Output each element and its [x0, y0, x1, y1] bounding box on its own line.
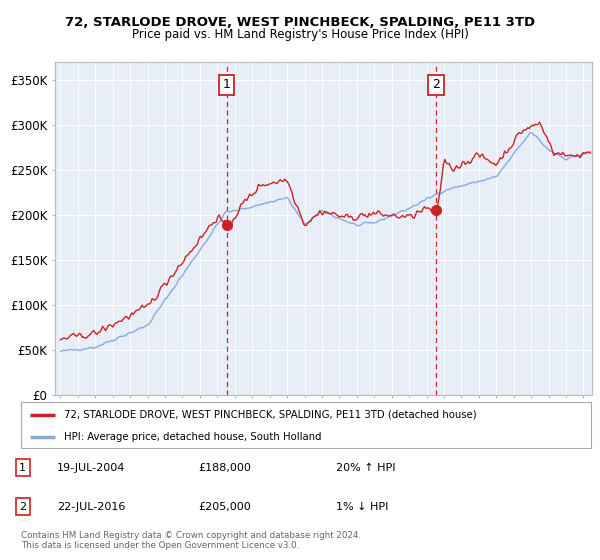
Text: 22-JUL-2016: 22-JUL-2016: [57, 502, 125, 512]
Text: Price paid vs. HM Land Registry's House Price Index (HPI): Price paid vs. HM Land Registry's House …: [131, 28, 469, 41]
Text: 1: 1: [19, 463, 26, 473]
Text: 72, STARLODE DROVE, WEST PINCHBECK, SPALDING, PE11 3TD: 72, STARLODE DROVE, WEST PINCHBECK, SPAL…: [65, 16, 535, 29]
Text: HPI: Average price, detached house, South Holland: HPI: Average price, detached house, Sout…: [64, 432, 321, 441]
Text: 19-JUL-2004: 19-JUL-2004: [57, 463, 125, 473]
Text: £188,000: £188,000: [198, 463, 251, 473]
Text: 72, STARLODE DROVE, WEST PINCHBECK, SPALDING, PE11 3TD (detached house): 72, STARLODE DROVE, WEST PINCHBECK, SPAL…: [64, 410, 476, 420]
Text: 1% ↓ HPI: 1% ↓ HPI: [336, 502, 388, 512]
Text: 20% ↑ HPI: 20% ↑ HPI: [336, 463, 395, 473]
Text: 2: 2: [19, 502, 26, 512]
Text: £205,000: £205,000: [198, 502, 251, 512]
Text: Contains HM Land Registry data © Crown copyright and database right 2024.
This d: Contains HM Land Registry data © Crown c…: [21, 531, 361, 550]
Text: 1: 1: [223, 78, 230, 91]
Text: 2: 2: [432, 78, 440, 91]
